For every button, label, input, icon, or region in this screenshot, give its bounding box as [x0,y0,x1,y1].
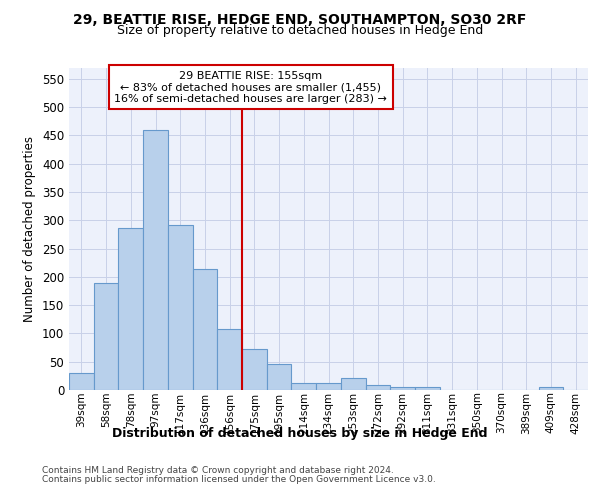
Bar [267,364,292,390]
Bar [94,282,118,390]
Bar [390,386,415,390]
Text: 29 BEATTIE RISE: 155sqm
← 83% of detached houses are smaller (1,455)
16% of semi: 29 BEATTIE RISE: 155sqm ← 83% of detache… [114,70,387,104]
Bar [118,228,143,390]
Bar [415,387,440,390]
Text: 29, BEATTIE RISE, HEDGE END, SOUTHAMPTON, SO30 2RF: 29, BEATTIE RISE, HEDGE END, SOUTHAMPTON… [73,12,527,26]
Bar [242,348,267,390]
Text: Contains public sector information licensed under the Open Government Licence v3: Contains public sector information licen… [42,475,436,484]
Bar [69,373,94,390]
Bar [168,226,193,390]
Text: Size of property relative to detached houses in Hedge End: Size of property relative to detached ho… [117,24,483,37]
Text: Contains HM Land Registry data © Crown copyright and database right 2024.: Contains HM Land Registry data © Crown c… [42,466,394,475]
Bar [316,383,341,390]
Bar [217,329,242,390]
Bar [341,378,365,390]
Bar [193,270,217,390]
Bar [365,386,390,390]
Text: Distribution of detached houses by size in Hedge End: Distribution of detached houses by size … [112,428,488,440]
Bar [292,382,316,390]
Bar [143,130,168,390]
Bar [539,387,563,390]
Y-axis label: Number of detached properties: Number of detached properties [23,136,37,322]
